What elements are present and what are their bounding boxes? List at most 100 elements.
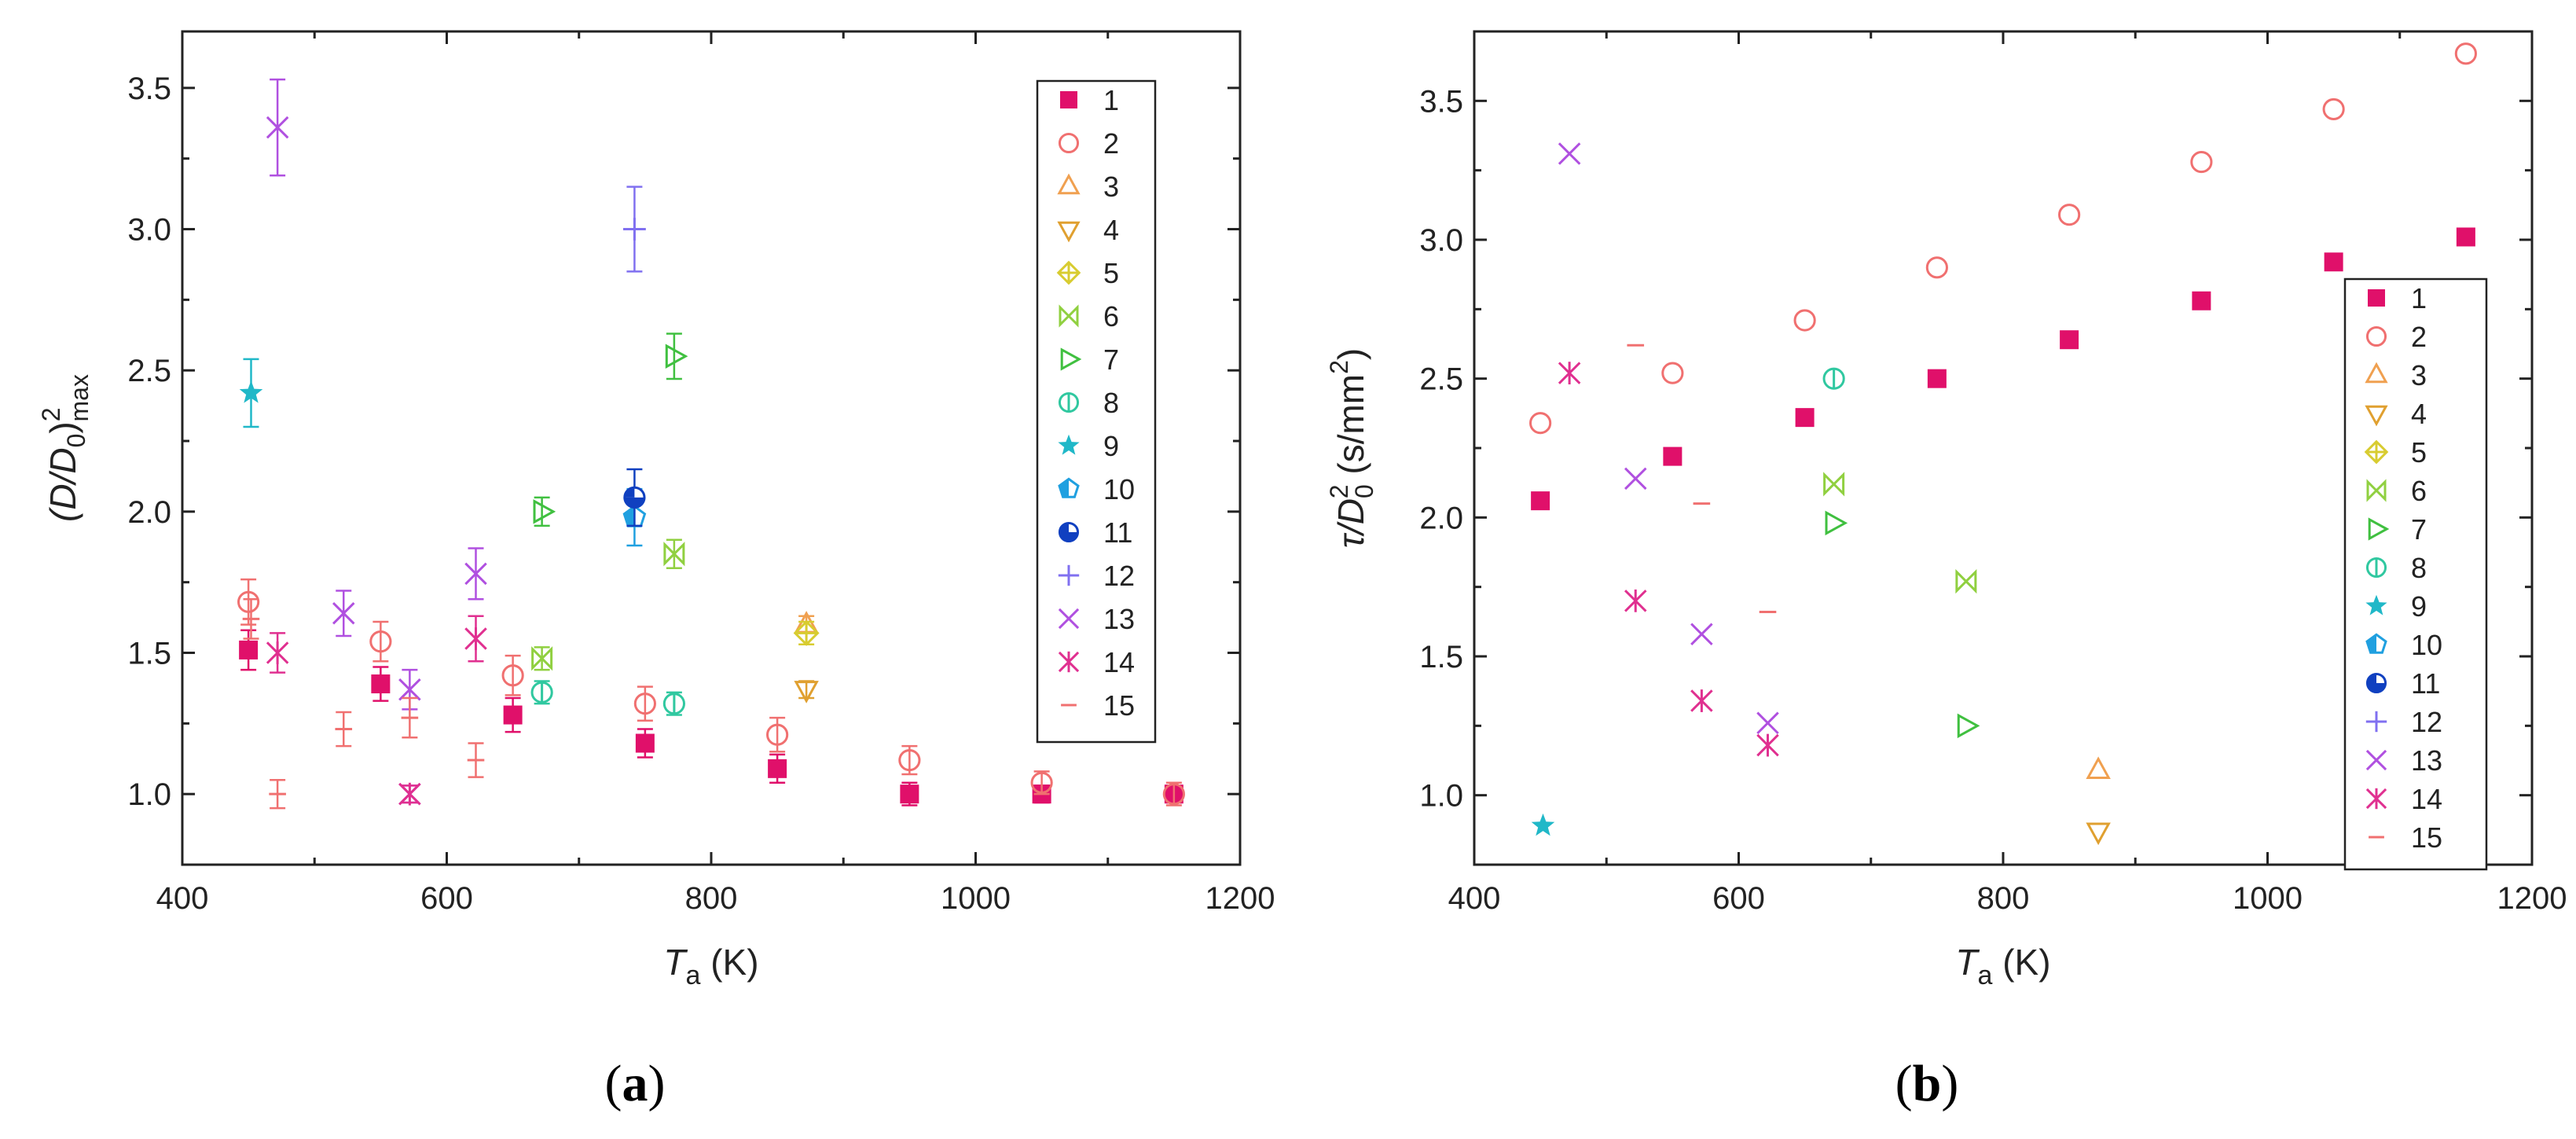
legend-marker-5-crossed-diamond-icon — [1056, 260, 1081, 285]
y-tick-label: 2.5 — [1419, 362, 1463, 397]
data-point-series-1 — [635, 733, 655, 753]
legend-label-4: 4 — [1103, 214, 1119, 246]
legend-label-11: 11 — [2411, 667, 2440, 700]
data-point-series-8 — [662, 693, 685, 715]
y-tick-label: 2.0 — [1419, 501, 1463, 535]
data-point-series-2 — [1162, 783, 1185, 806]
legend-marker-2-open-circle-icon — [2365, 325, 2387, 347]
legend-label-7: 7 — [1103, 344, 1119, 376]
data-point-series-9 — [239, 380, 263, 403]
data-point-series-13 — [332, 601, 355, 625]
data-point-series-4 — [2086, 822, 2111, 846]
legend-marker-12-plus-icon — [1058, 564, 1080, 586]
legend-marker-14-asterisk-icon — [1058, 651, 1080, 673]
legend-marker-10-half-filled-pentagon-icon — [2365, 633, 2387, 654]
data-point-series-14 — [1558, 362, 1581, 384]
legend-marker-10-half-filled-pentagon-icon — [1058, 477, 1080, 498]
data-point-series-5 — [793, 619, 820, 646]
x-axis-title: Ta (K) — [663, 942, 758, 990]
data-point-series-2 — [1529, 412, 1552, 435]
x-tick-label: 600 — [1712, 881, 1765, 916]
legend-label-7: 7 — [2411, 513, 2427, 546]
data-point-series-2 — [898, 748, 921, 772]
data-point-series-12 — [623, 218, 646, 241]
y-tick-label: 2.5 — [127, 354, 171, 388]
panel-a-data — [237, 78, 1185, 810]
panel-a-axes: 400 600 800 1000 1200 1.0 1.5 2.0 2.5 3.0 3.5 — [127, 30, 1275, 916]
panel-label-a: (a) — [605, 1055, 666, 1112]
data-point-series-7 — [1825, 510, 1848, 536]
legend-label-1: 1 — [2411, 282, 2427, 314]
legend-label-15: 15 — [1103, 689, 1135, 722]
data-point-series-2 — [1661, 362, 1684, 384]
panel-b-axes: 400 600 800 1000 1200 1.0 1.5 2.0 2.5 3.0 3.5 — [1419, 30, 2567, 916]
legend-label-9: 9 — [2411, 590, 2427, 623]
data-point-series-1 — [1531, 491, 1550, 511]
panel-a: 400 600 800 1000 1200 1.0 1.5 2.0 2.5 3.0 3.5 Ta (K… — [37, 30, 1275, 990]
data-point-series-13 — [1756, 711, 1779, 735]
legend-marker-13-x-cross-icon — [2365, 749, 2387, 771]
data-point-series-2 — [501, 664, 524, 687]
legend-label-8: 8 — [2411, 552, 2427, 584]
data-point-series-2 — [633, 693, 656, 715]
legend-label-14: 14 — [1103, 646, 1135, 678]
y-axis-title: (D/D0)2max — [37, 374, 94, 522]
legend-label-5: 5 — [1103, 257, 1119, 289]
legend-marker-2-open-circle-icon — [1058, 132, 1080, 154]
data-point-series-2 — [1793, 309, 1816, 332]
legend-marker-7-triangle-right-icon — [2368, 517, 2390, 541]
x-tick-label: 1000 — [2233, 881, 2303, 916]
data-point-series-13 — [1690, 623, 1713, 645]
x-tick-label: 400 — [1448, 881, 1501, 916]
legend-marker-7-triangle-right-icon — [1060, 347, 1082, 371]
legend-label-2: 2 — [2411, 321, 2427, 353]
data-point-series-1 — [1795, 408, 1815, 428]
data-point-series-14 — [464, 627, 487, 650]
data-point-series-13 — [1558, 142, 1581, 165]
legend-marker-1-filled-square-icon — [2368, 289, 2385, 307]
legend-label-15: 15 — [2411, 821, 2442, 854]
legend-label-11: 11 — [1103, 516, 1132, 549]
error-bar — [769, 716, 786, 753]
error-bar — [534, 496, 550, 527]
y-tick-label: 2.0 — [127, 495, 171, 530]
data-point-series-6 — [663, 542, 685, 567]
data-point-series-13 — [1624, 467, 1647, 491]
data-point-series-14 — [398, 782, 421, 806]
y-tick-label: 3.5 — [127, 72, 171, 106]
data-point-series-2 — [2190, 150, 2213, 174]
data-point-series-1 — [1927, 369, 1947, 388]
data-point-series-1 — [239, 640, 259, 660]
legend-marker-6-bowtie-cross-icon — [1059, 304, 1079, 328]
data-point-series-1 — [2324, 252, 2343, 272]
y-tick-label: 3.0 — [127, 213, 171, 248]
error-bar — [666, 333, 682, 380]
legend-label-8: 8 — [1103, 387, 1119, 419]
y-tick-label: 3.0 — [1419, 223, 1463, 258]
legend-marker-9-star-icon — [2365, 594, 2387, 615]
data-point-series-13 — [464, 562, 487, 586]
y-axis-title: τ/D02 (s/mm2) — [1325, 348, 1378, 548]
x-tick-label: 1200 — [2497, 881, 2567, 916]
data-point-series-1 — [2060, 330, 2079, 350]
data-point-series-7 — [533, 499, 556, 524]
legend-label-10: 10 — [2411, 629, 2442, 661]
data-point-series-14 — [1624, 589, 1647, 612]
legend-label-5: 5 — [2411, 436, 2427, 468]
legend-label-14: 14 — [2411, 783, 2442, 815]
data-point-series-2 — [1925, 256, 1948, 279]
data-point-series-4 — [794, 681, 819, 704]
y-tick-label: 1.0 — [127, 777, 171, 812]
legend-marker-13-x-cross-icon — [1058, 608, 1080, 630]
legend-marker-4-open-triangle-down-icon — [1057, 221, 1081, 243]
data-point-series-6 — [531, 646, 553, 671]
x-tick-label: 800 — [685, 881, 738, 916]
legend-label-3: 3 — [2411, 359, 2427, 391]
data-point-series-9 — [1531, 813, 1555, 836]
legend-marker-11-half-filled-circle-icon — [1058, 521, 1080, 543]
data-point-series-2 — [2322, 97, 2345, 121]
legend-label-12: 12 — [1103, 560, 1135, 592]
data-point-series-1 — [2456, 227, 2475, 247]
